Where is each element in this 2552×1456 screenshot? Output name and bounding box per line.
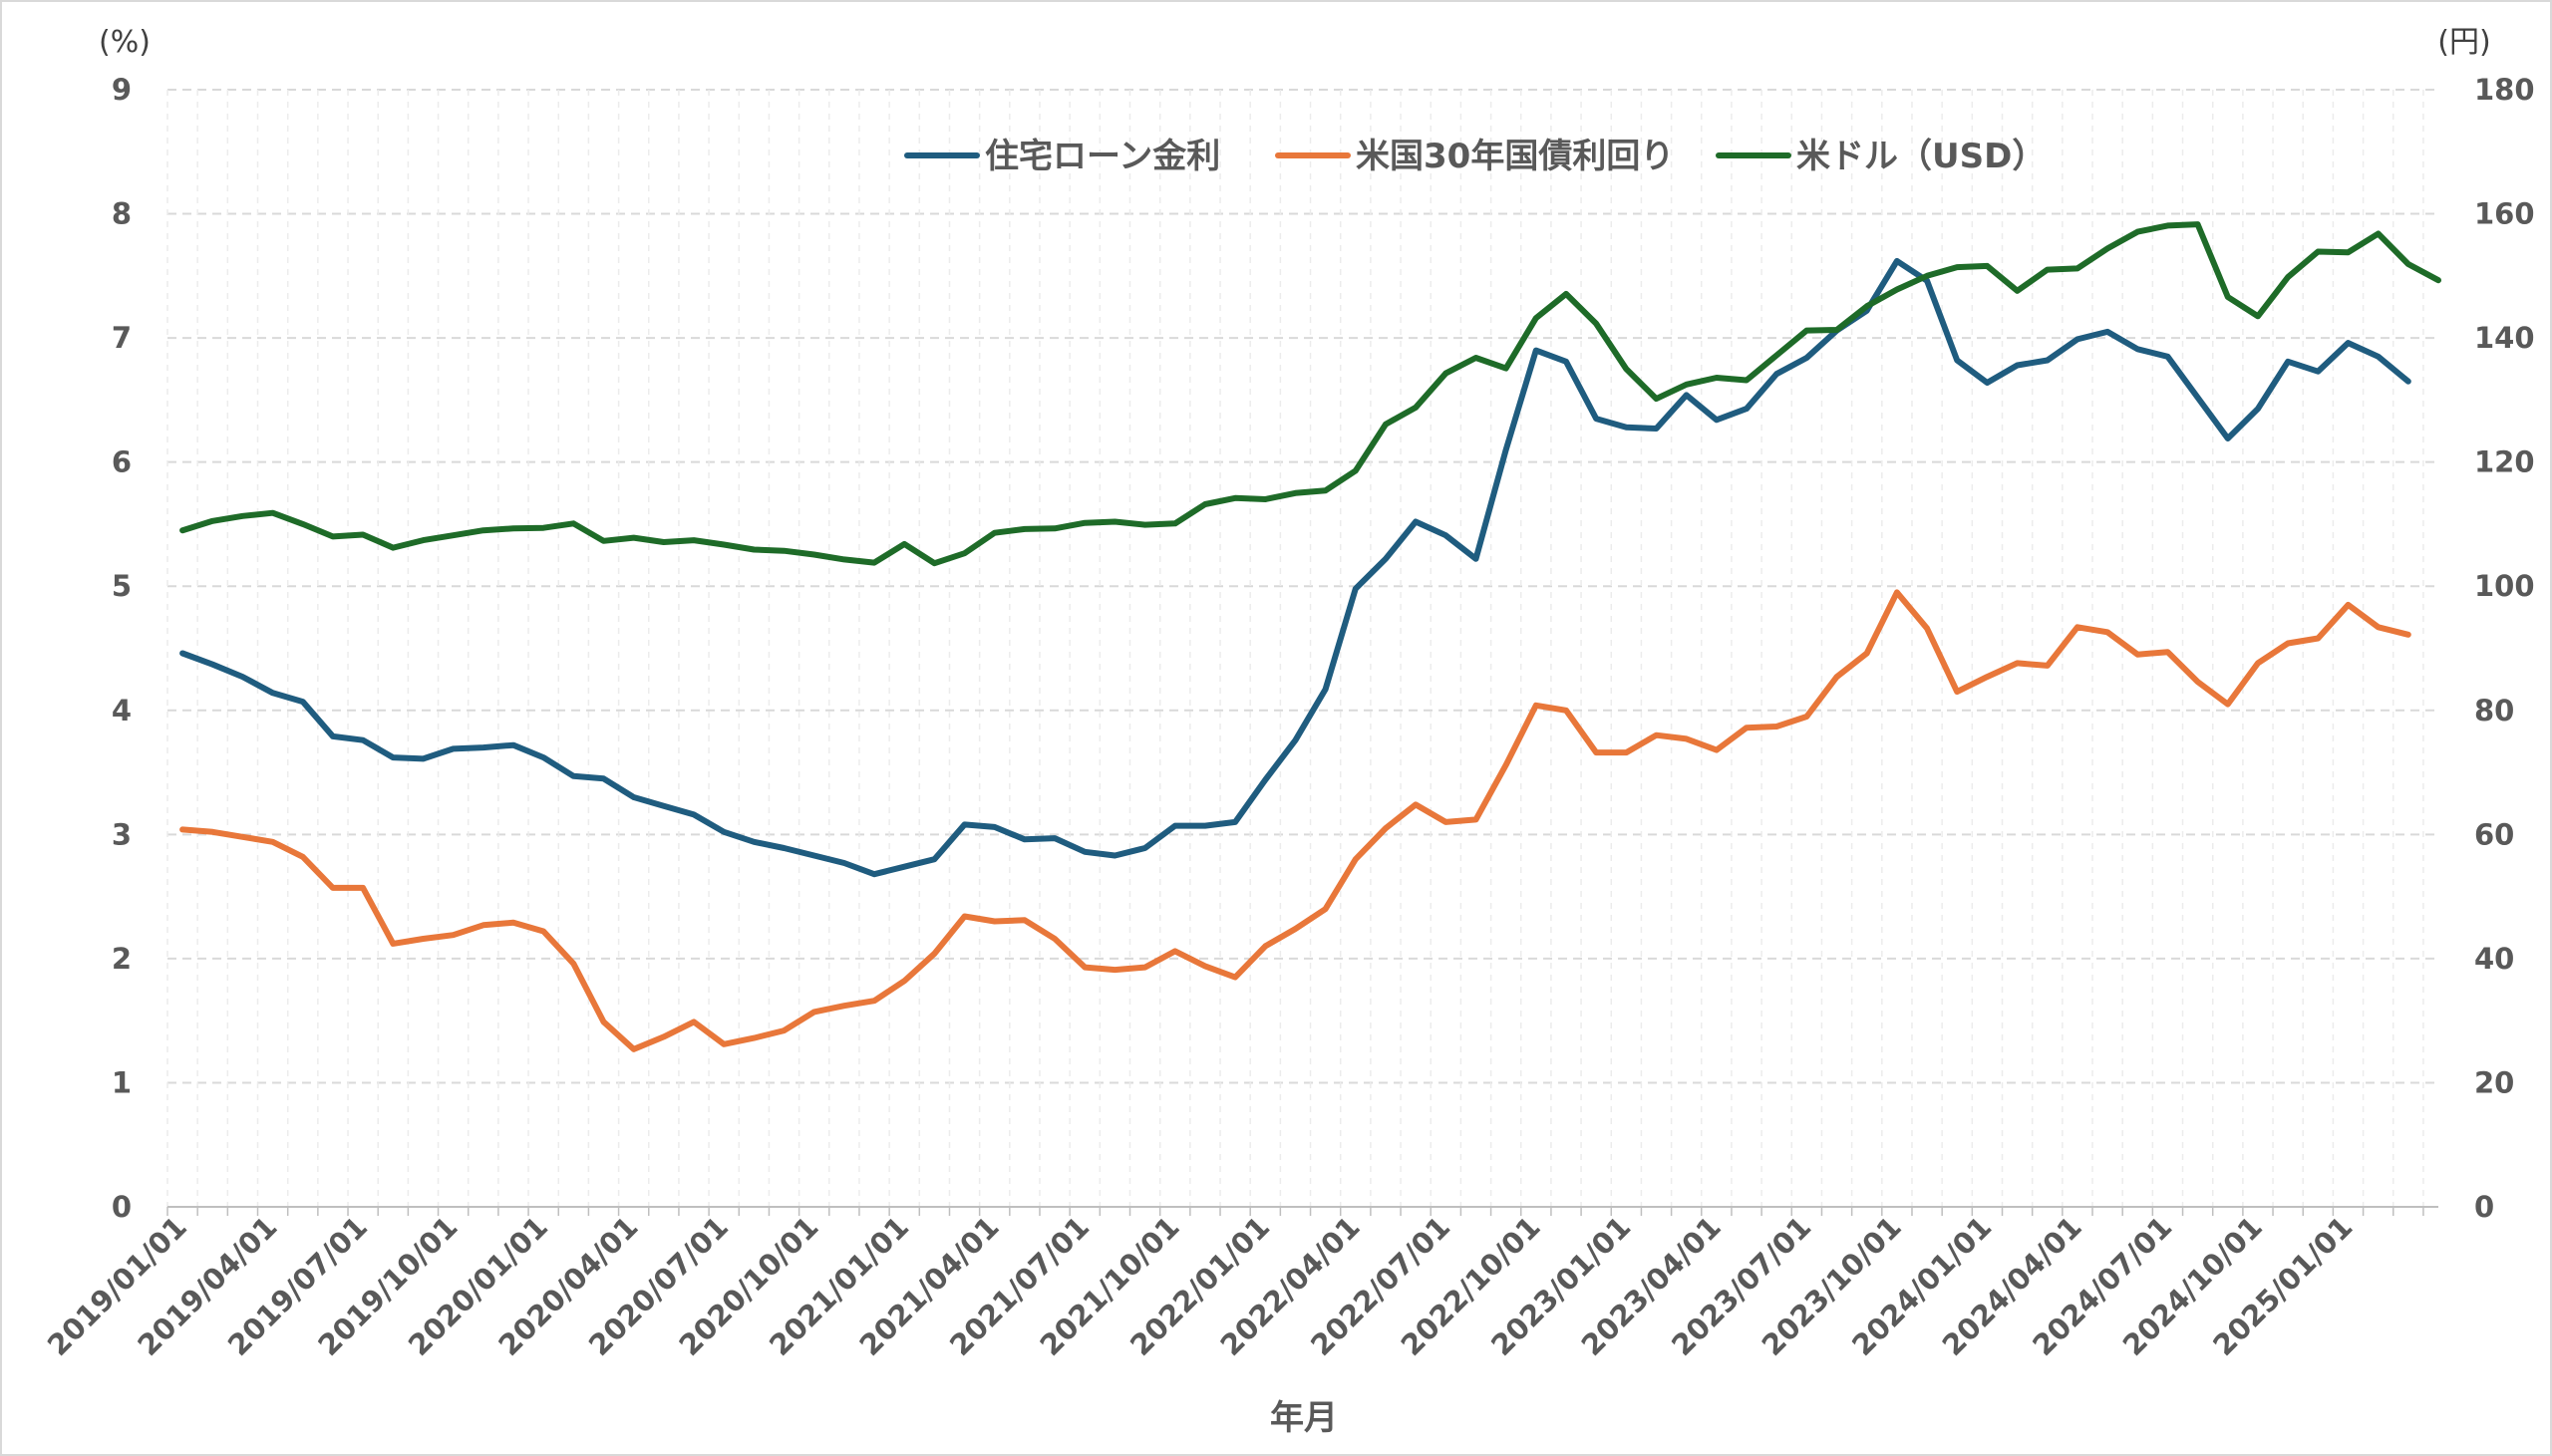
y-right-tick-label: 0 [2474,1190,2494,1224]
y-left-tick-label: 8 [112,197,132,231]
series-line-1 [179,257,2411,878]
legend-label-3: 米ドル（USD） [1796,137,2046,176]
y-right-tick-label: 60 [2474,817,2514,851]
y-left-tick-label: 4 [112,694,132,728]
y-left-tick-label: 6 [112,445,132,479]
series-line-3 [179,221,2441,567]
y-left-tick-label: 7 [112,321,132,355]
y-right-tick-label: 100 [2474,569,2535,603]
y-left-tick-label: 5 [112,569,132,603]
legend-label-1: 住宅ローン金利 [985,137,1220,176]
legend-label-2: 米国30年国債利回り [1356,137,1674,176]
y-right-tick-label: 140 [2474,321,2535,355]
y-right-tick-label: 80 [2474,694,2514,728]
y-right-tick-label: 120 [2474,445,2535,479]
y-left-tick-label: 1 [112,1065,132,1099]
y-left-unit: (%) [99,25,151,60]
y-right-tick-label: 180 [2474,73,2535,107]
y-left-tick-label: 9 [112,73,132,107]
y-left-tick-label: 2 [112,942,132,976]
series-line-2 [179,589,2411,1052]
legend: 住宅ローン金利 米国30年国債利回り 米ドル（USD） [904,137,2046,176]
y-right-unit: (円) [2437,25,2490,60]
y-right-tick-label: 40 [2474,942,2514,976]
y-left-tick-label: 3 [112,817,132,851]
y-right-tick-label: 160 [2474,197,2535,231]
y-right-tick-label: 20 [2474,1065,2514,1099]
x-axis-title: 年月 [1270,1398,1338,1438]
y-left-tick-label: 0 [112,1190,132,1224]
